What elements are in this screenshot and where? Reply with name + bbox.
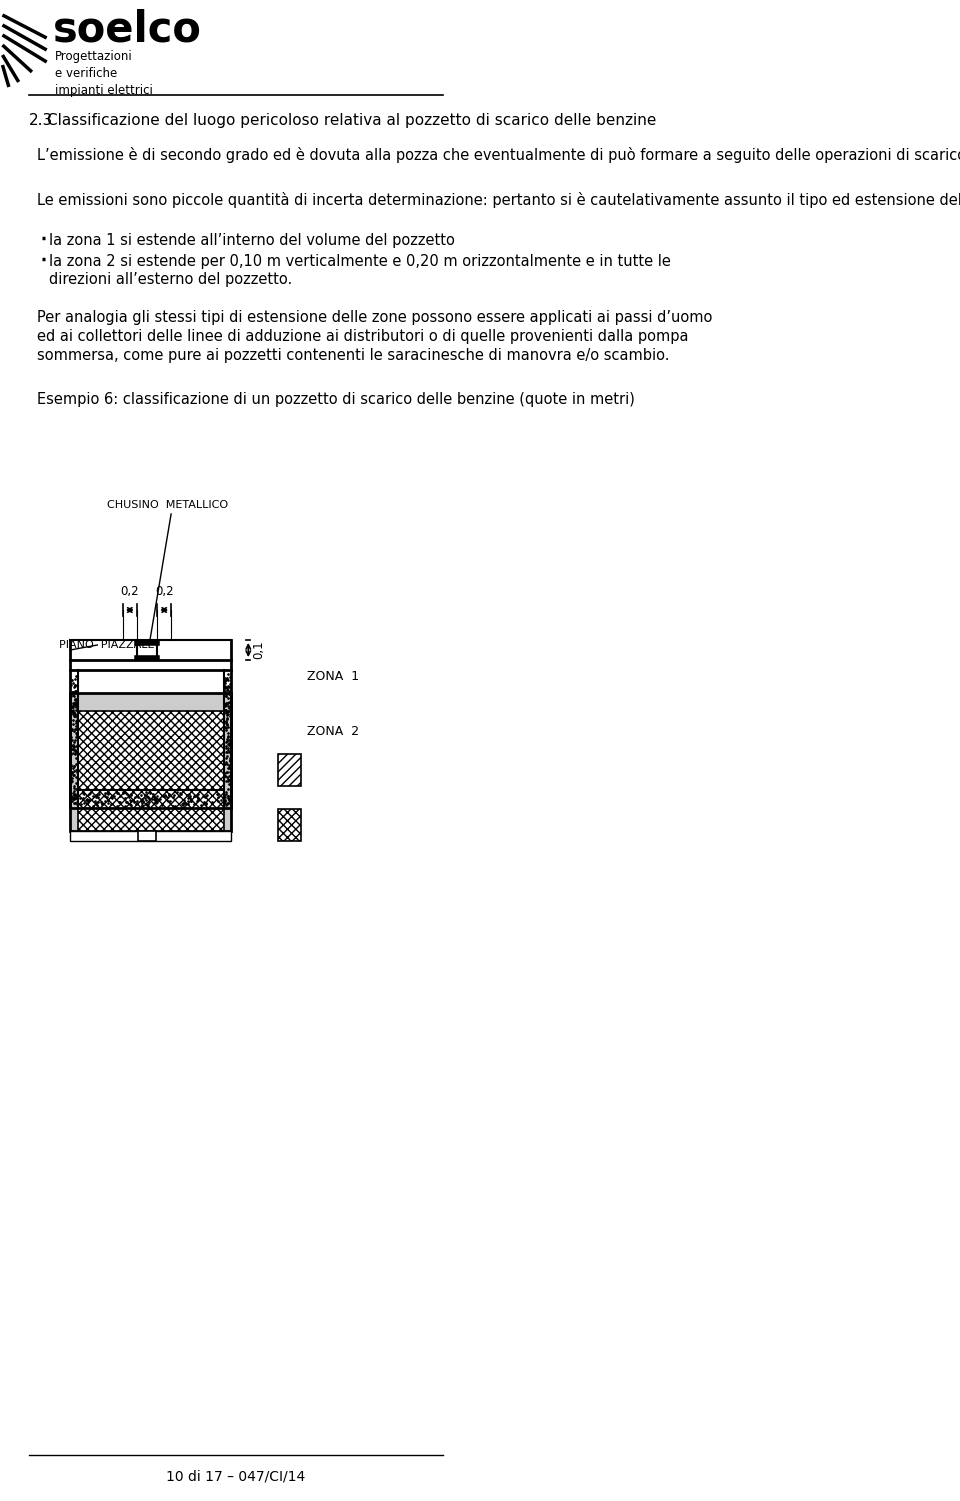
Text: Esempio 6: classificazione di un pozzetto di scarico delle benzine (quote in met: Esempio 6: classificazione di un pozzett… [36, 392, 635, 407]
Bar [70, 693, 231, 832]
Text: L’emissione è di secondo grado ed è dovuta alla pozza che eventualmente di può f: L’emissione è di secondo grado ed è dovu… [36, 147, 960, 164]
Text: CHUSINO  METALLICO: CHUSINO METALLICO [107, 500, 228, 510]
Text: soelco: soelco [53, 8, 202, 50]
Text: 0,1: 0,1 [252, 641, 265, 659]
Text: ZONA  1: ZONA 1 [307, 669, 359, 683]
Bar [70, 841, 231, 862]
Bar [78, 711, 224, 832]
Text: Classificazione del luogo pericoloso relativa al pozzetto di scarico delle benzi: Classificazione del luogo pericoloso rel… [47, 113, 656, 128]
Text: la zona 2 si estende per 0,10 m verticalmente e 0,20 m orizzontalmente e in tutt: la zona 2 si estende per 0,10 m vertical… [49, 254, 670, 269]
Bar [277, 809, 301, 841]
Text: Per analogia gli stessi tipi di estensione delle zone possono essere applicati a: Per analogia gli stessi tipi di estensio… [36, 311, 712, 326]
Text: Le emissioni sono piccole quantità di incerta determinazione: pertanto si è caut: Le emissioni sono piccole quantità di in… [36, 192, 960, 209]
Text: la zona 1 si estende all’interno del volume del pozzetto: la zona 1 si estende all’interno del vol… [49, 233, 454, 248]
Text: 2.3: 2.3 [29, 113, 53, 128]
Bar [277, 754, 301, 787]
Text: 0,2: 0,2 [121, 585, 139, 597]
Bar [70, 832, 231, 841]
Text: sommersa, come pure ai pozzetti contenenti le saracinesche di manovra e/o scambi: sommersa, come pure ai pozzetti contenen… [36, 348, 669, 363]
Text: 10 di 17 – 047/CI/14: 10 di 17 – 047/CI/14 [166, 1469, 305, 1484]
Text: 0,2: 0,2 [155, 585, 174, 597]
Text: ZONA  2: ZONA 2 [307, 725, 359, 737]
Text: Progettazioni
e verifiche
impianti elettrici: Progettazioni e verifiche impianti elett… [55, 50, 153, 98]
Bar [136, 844, 157, 859]
Text: PIANO  PIAZZALE: PIANO PIAZZALE [59, 639, 155, 650]
Text: ed ai collettori delle linee di adduzione ai distributori o di quelle provenient: ed ai collettori delle linee di adduzion… [36, 329, 688, 344]
Text: direzioni all’esterno del pozzetto.: direzioni all’esterno del pozzetto. [49, 272, 292, 287]
Bar [138, 832, 156, 841]
